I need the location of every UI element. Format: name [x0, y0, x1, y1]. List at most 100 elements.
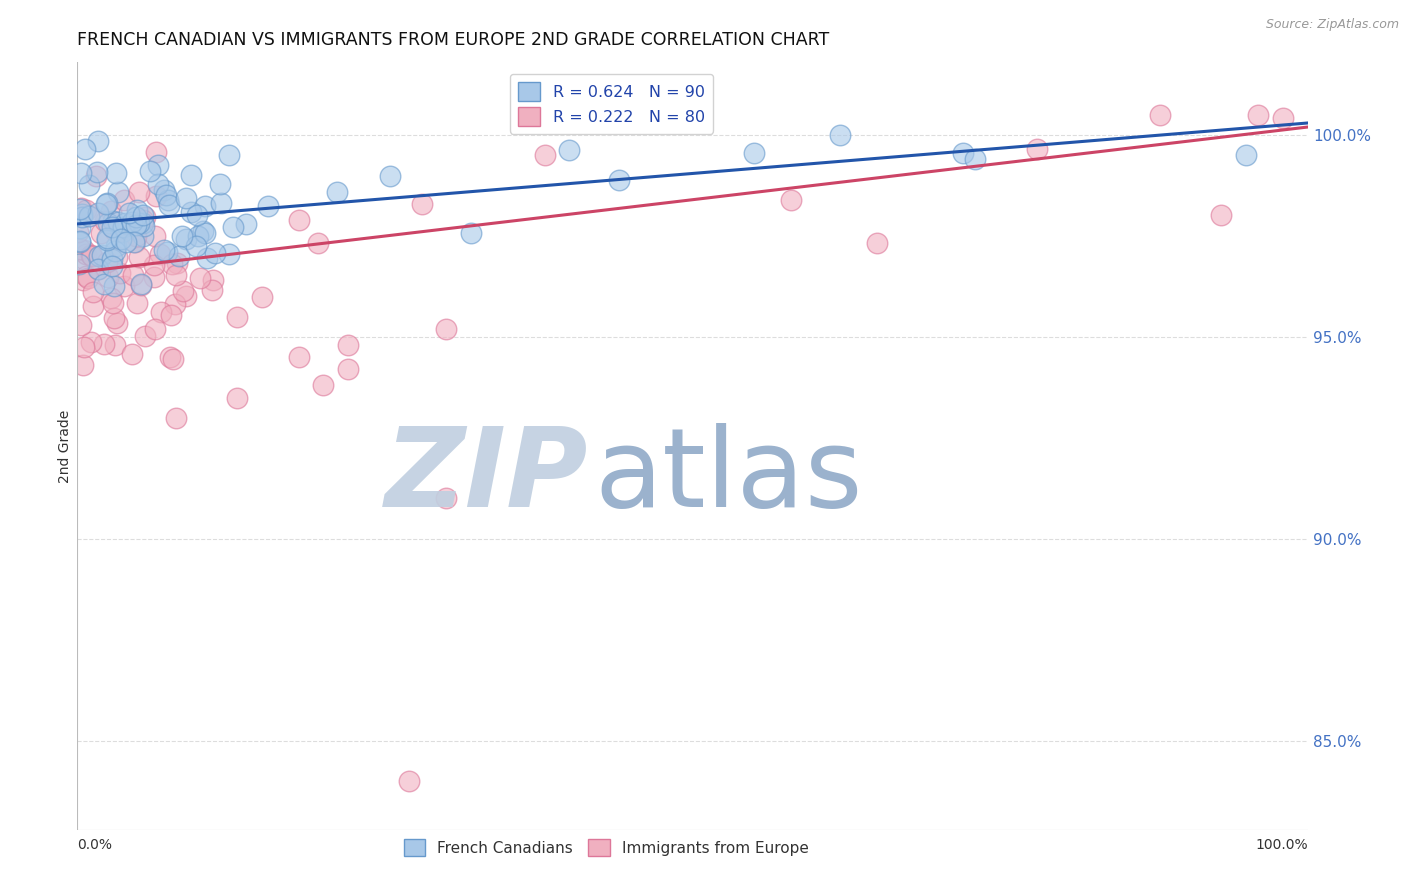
- Point: [288, 350, 311, 364]
- Point: [150, 305, 173, 319]
- Point: [146, 158, 169, 172]
- Point: [172, 285, 194, 299]
- Point: [307, 236, 329, 251]
- Point: [460, 226, 482, 240]
- Point: [73, 340, 96, 354]
- Point: [128, 185, 150, 199]
- Point: [75, 202, 97, 217]
- Point: [159, 350, 181, 364]
- Point: [96, 231, 118, 245]
- Point: [194, 199, 217, 213]
- Point: [110, 266, 132, 280]
- Point: [87, 206, 110, 220]
- Point: [121, 346, 143, 360]
- Point: [180, 168, 202, 182]
- Point: [143, 322, 166, 336]
- Point: [127, 295, 149, 310]
- Point: [101, 259, 124, 273]
- Point: [94, 214, 117, 228]
- Point: [96, 255, 118, 269]
- Point: [90, 227, 112, 241]
- Point: [1211, 208, 1233, 222]
- Point: [337, 362, 360, 376]
- Point: [112, 219, 135, 234]
- Point: [107, 316, 129, 330]
- Point: [86, 165, 108, 179]
- Point: [209, 196, 232, 211]
- Point: [312, 378, 335, 392]
- Point: [129, 278, 152, 293]
- Point: [165, 297, 187, 311]
- Point: [288, 213, 311, 227]
- Point: [202, 272, 225, 286]
- Point: [77, 210, 100, 224]
- Point: [72, 358, 94, 372]
- Point: [77, 209, 100, 223]
- Point: [226, 391, 249, 405]
- Point: [128, 216, 150, 230]
- Point: [132, 216, 155, 230]
- Text: atlas: atlas: [595, 423, 862, 530]
- Point: [965, 152, 987, 166]
- Point: [166, 255, 188, 269]
- Point: [160, 257, 183, 271]
- Point: [162, 352, 184, 367]
- Point: [124, 235, 146, 250]
- Point: [67, 257, 90, 271]
- Point: [143, 228, 166, 243]
- Point: [156, 193, 179, 207]
- Point: [90, 248, 112, 262]
- Point: [1272, 112, 1295, 126]
- Point: [82, 285, 104, 299]
- Point: [1234, 148, 1257, 162]
- Point: [125, 228, 148, 243]
- Point: [105, 239, 128, 253]
- Point: [112, 193, 135, 207]
- Y-axis label: 2nd Grade: 2nd Grade: [58, 409, 72, 483]
- Point: [104, 244, 127, 258]
- Point: [398, 774, 420, 789]
- Point: [132, 219, 155, 233]
- Point: [97, 270, 120, 285]
- Point: [97, 216, 120, 230]
- Point: [70, 201, 93, 215]
- Point: [780, 193, 803, 207]
- Point: [80, 334, 103, 349]
- Point: [69, 202, 91, 216]
- Point: [132, 228, 155, 243]
- Point: [187, 228, 209, 243]
- Point: [103, 311, 125, 326]
- Point: [134, 211, 156, 225]
- Point: [184, 239, 207, 253]
- Point: [69, 234, 91, 248]
- Point: [191, 224, 214, 238]
- Point: [131, 277, 153, 291]
- Point: [101, 252, 124, 267]
- Point: [69, 235, 91, 250]
- Point: [93, 336, 115, 351]
- Point: [104, 338, 127, 352]
- Point: [103, 278, 125, 293]
- Point: [607, 173, 630, 187]
- Point: [72, 273, 94, 287]
- Point: [160, 308, 183, 322]
- Point: [86, 135, 108, 149]
- Point: [226, 310, 249, 324]
- Point: [830, 128, 852, 143]
- Point: [114, 235, 136, 250]
- Point: [101, 219, 124, 234]
- Point: [235, 217, 257, 231]
- Point: [201, 283, 224, 297]
- Point: [69, 242, 91, 256]
- Point: [186, 208, 208, 222]
- Point: [87, 261, 110, 276]
- Point: [222, 220, 245, 235]
- Point: [69, 221, 91, 235]
- Point: [165, 410, 187, 425]
- Point: [128, 250, 150, 264]
- Point: [134, 329, 156, 343]
- Point: [174, 289, 197, 303]
- Point: [952, 145, 974, 160]
- Point: [380, 169, 402, 184]
- Point: [122, 268, 145, 282]
